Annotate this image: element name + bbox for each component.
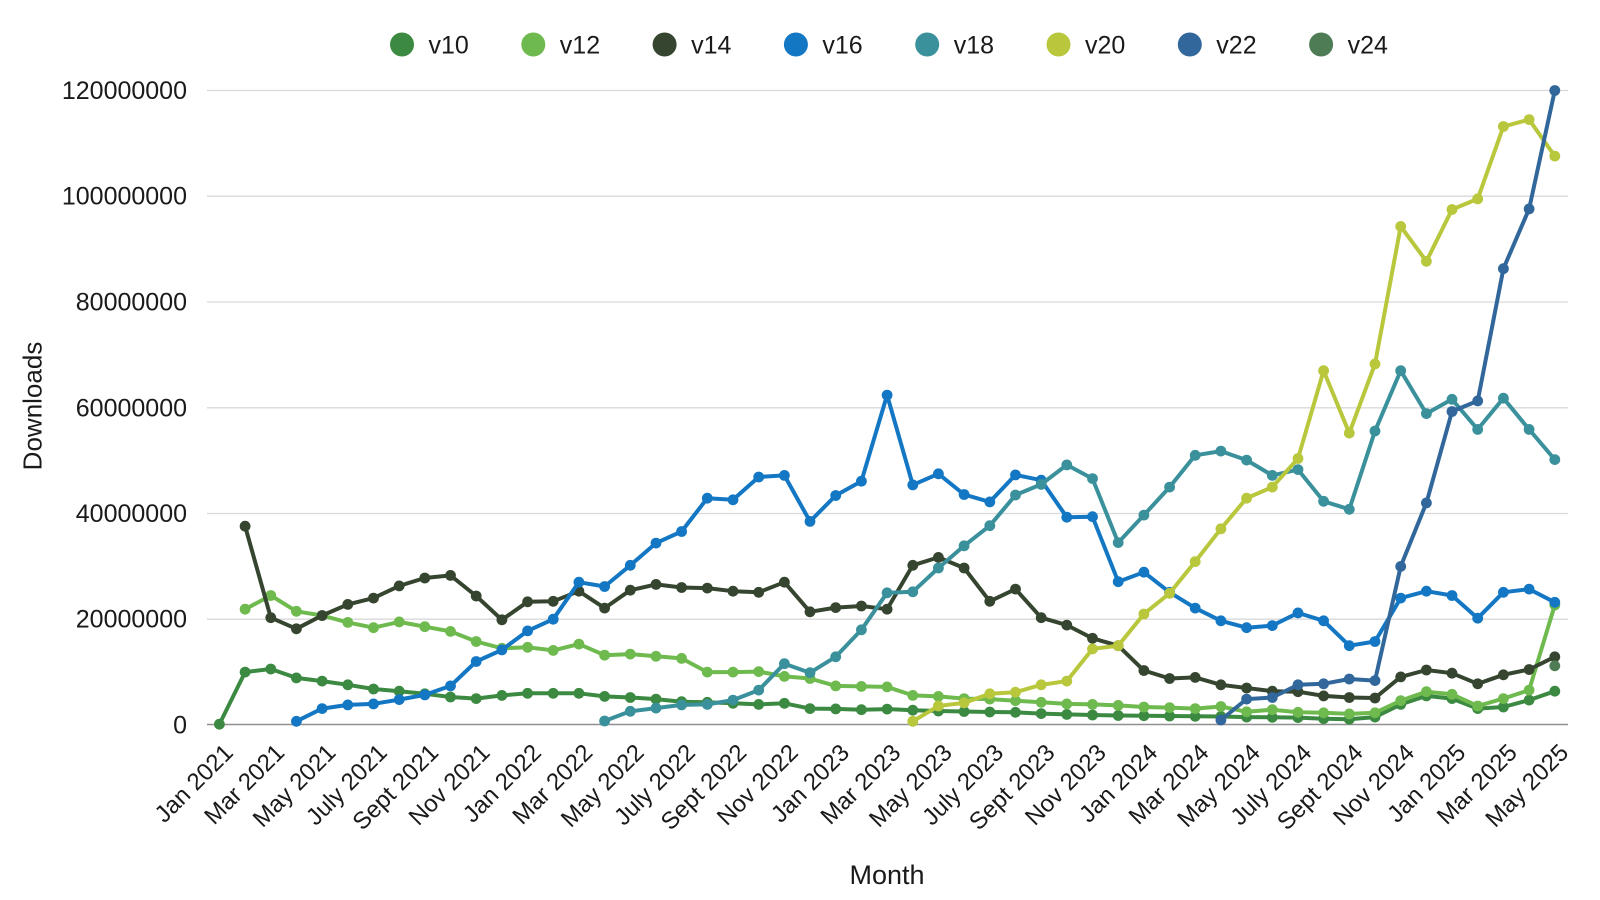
- svg-text:v14: v14: [691, 32, 731, 60]
- svg-text:v16: v16: [822, 32, 862, 60]
- svg-text:60000000: 60000000: [76, 394, 187, 422]
- svg-text:0: 0: [173, 712, 187, 740]
- svg-text:Month: Month: [849, 860, 924, 890]
- svg-text:100000000: 100000000: [62, 183, 187, 211]
- svg-text:v20: v20: [1085, 32, 1125, 60]
- svg-text:v22: v22: [1216, 32, 1256, 60]
- svg-text:v12: v12: [560, 32, 600, 60]
- svg-text:80000000: 80000000: [76, 289, 187, 317]
- svg-text:20000000: 20000000: [76, 606, 187, 634]
- svg-text:v18: v18: [954, 32, 994, 60]
- svg-text:40000000: 40000000: [76, 500, 187, 528]
- svg-text:v10: v10: [429, 32, 469, 60]
- svg-text:v24: v24: [1348, 32, 1388, 60]
- svg-text:Downloads: Downloads: [18, 342, 48, 471]
- svg-text:120000000: 120000000: [62, 77, 187, 105]
